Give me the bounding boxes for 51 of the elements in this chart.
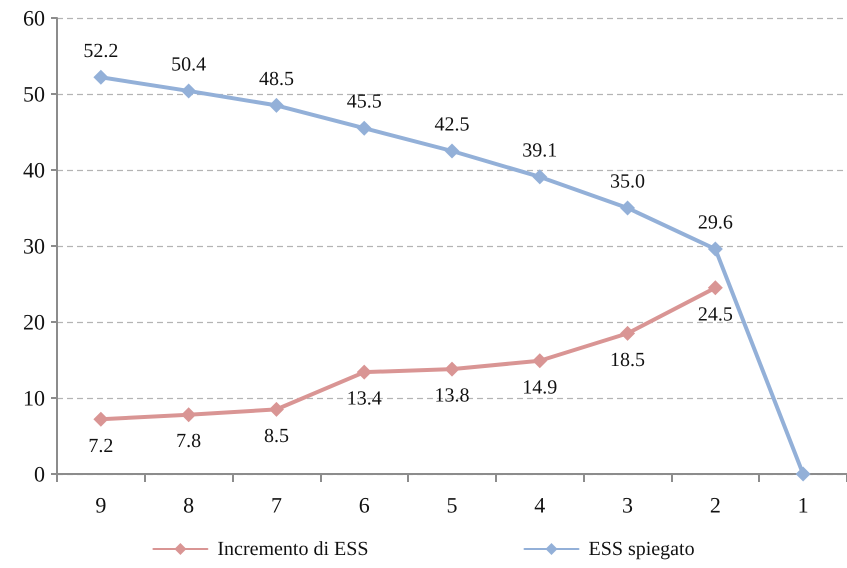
data-label: 48.5	[258, 68, 294, 90]
point	[620, 326, 636, 341]
data-label: 13.4	[346, 388, 382, 410]
legend-label: Incremento di ESS	[217, 538, 368, 560]
data-label: 50.4	[171, 53, 206, 76]
data-label: 13.8	[434, 384, 470, 407]
point	[181, 407, 196, 422]
y-tick-label: 10	[23, 386, 45, 410]
data-label: 24.5	[698, 303, 733, 326]
data-label: 39.1	[522, 139, 558, 162]
data-label: 42.5	[434, 114, 470, 136]
point	[268, 402, 284, 417]
x-tick-label: 1	[798, 492, 809, 518]
point	[356, 120, 372, 136]
point	[268, 98, 284, 113]
x-tick-label: 3	[622, 492, 634, 518]
point	[93, 70, 108, 85]
point	[708, 280, 723, 296]
y-tick-label: 60	[23, 6, 45, 30]
data-label: 52.2	[83, 40, 118, 62]
legend-label: ESS spiegato	[588, 538, 695, 560]
point	[532, 353, 548, 368]
y-tick-label: 40	[23, 158, 45, 182]
data-label: 14.9	[522, 376, 558, 398]
point	[532, 169, 548, 184]
point	[796, 466, 811, 482]
y-tick-label: 30	[23, 234, 45, 258]
point	[181, 83, 196, 98]
y-tick-label: 50	[23, 82, 45, 106]
point	[444, 362, 460, 377]
x-tick-label: 9	[95, 492, 106, 518]
data-label: 8.5	[264, 424, 289, 447]
x-tick-label: 4	[534, 492, 546, 518]
point	[708, 242, 723, 257]
point	[620, 200, 636, 216]
point	[93, 412, 108, 427]
y-tick-label: 0	[34, 462, 45, 486]
data-label: 45.5	[346, 90, 382, 113]
y-tick-label: 20	[23, 310, 45, 334]
point	[356, 364, 372, 380]
point	[444, 144, 460, 158]
data-label: 7.8	[176, 430, 202, 452]
data-label: 35.0	[610, 170, 646, 192]
x-tick-label: 5	[446, 492, 458, 518]
x-tick-label: 6	[358, 492, 370, 518]
x-tick-label: 2	[710, 492, 721, 518]
data-label: 29.6	[698, 212, 733, 234]
data-label: 7.2	[88, 434, 114, 457]
data-label: 18.5	[610, 348, 646, 371]
x-tick-label: 8	[183, 492, 194, 518]
x-tick-label: 7	[270, 492, 282, 518]
